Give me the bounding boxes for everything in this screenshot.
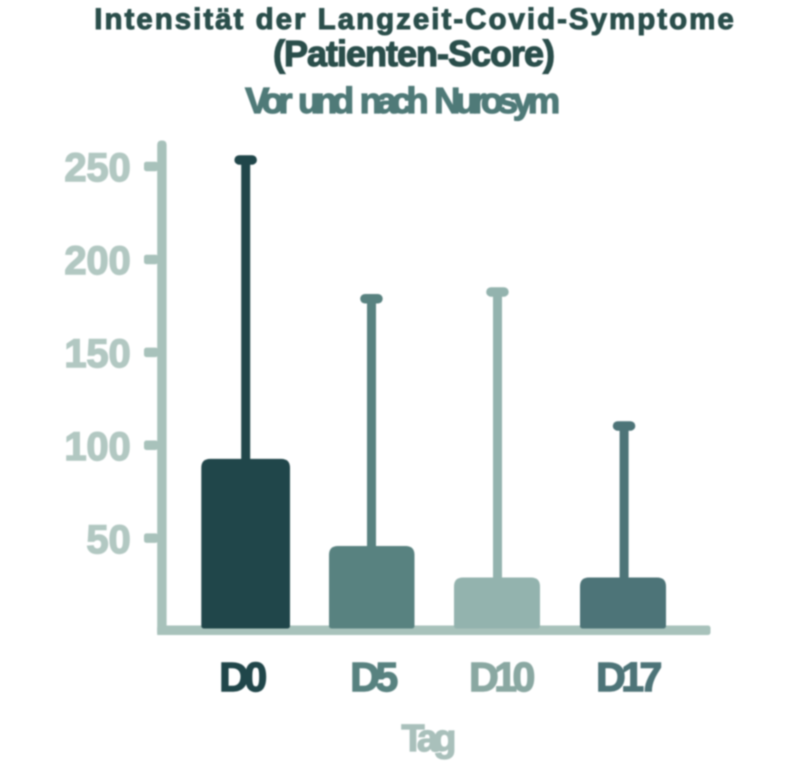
svg-text:D10: D10 (469, 654, 534, 700)
svg-text:50: 50 (86, 518, 130, 562)
svg-text:Vor und nach Nurosym: Vor und nach Nurosym (245, 80, 559, 121)
svg-text:(Patienten-Score): (Patienten-Score) (273, 33, 554, 74)
svg-text:100: 100 (64, 425, 130, 469)
svg-text:Intensität der Langzeit-Covid-: Intensität der Langzeit-Covid-Symptome (94, 3, 735, 36)
svg-text:Tag: Tag (401, 718, 454, 760)
svg-text:150: 150 (64, 332, 130, 376)
svg-text:250: 250 (64, 146, 130, 190)
svg-text:D0: D0 (219, 654, 266, 700)
svg-text:D17: D17 (596, 654, 660, 700)
svg-text:D5: D5 (350, 654, 397, 700)
svg-text:200: 200 (64, 239, 130, 283)
